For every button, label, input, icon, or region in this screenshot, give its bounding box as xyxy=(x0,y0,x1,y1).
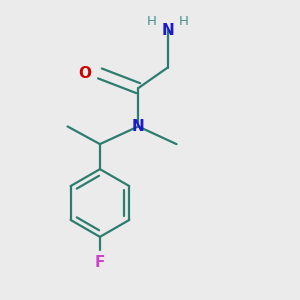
Text: N: N xyxy=(161,23,174,38)
Text: N: N xyxy=(132,119,145,134)
Text: H: H xyxy=(146,15,156,28)
Text: F: F xyxy=(95,254,105,269)
Text: O: O xyxy=(78,66,91,81)
Text: H: H xyxy=(179,15,189,28)
